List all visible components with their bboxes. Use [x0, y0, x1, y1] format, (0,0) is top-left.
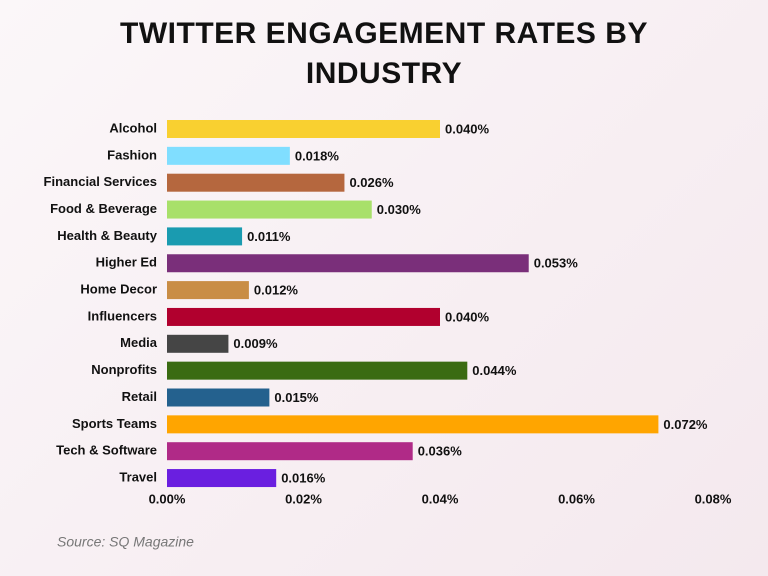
- value-label: 0.044%: [472, 363, 517, 378]
- x-tick-label: 0.02%: [285, 491, 322, 506]
- x-tick-label: 0.00%: [149, 491, 186, 506]
- bar: [167, 307, 440, 326]
- y-tick-label: Sports Teams: [72, 416, 157, 431]
- value-label: 0.040%: [445, 121, 490, 136]
- bar: [167, 469, 277, 488]
- y-tick-label: Higher Ed: [96, 255, 157, 270]
- bar: [167, 200, 372, 219]
- value-label: 0.026%: [349, 175, 394, 190]
- y-tick-label: Travel: [119, 469, 157, 484]
- x-tick-label: 0.08%: [695, 491, 732, 506]
- bar: [167, 281, 249, 300]
- x-tick-label: 0.04%: [422, 491, 459, 506]
- value-label: 0.072%: [663, 417, 708, 432]
- y-tick-label: Influencers: [88, 308, 157, 323]
- value-label: 0.012%: [254, 283, 299, 298]
- bar: [167, 227, 243, 246]
- bar: [167, 442, 413, 461]
- y-tick-label: Nonprofits: [91, 362, 157, 377]
- bar: [167, 120, 440, 138]
- value-label: 0.015%: [274, 390, 319, 405]
- value-label: 0.009%: [233, 336, 278, 351]
- bar: [167, 334, 229, 353]
- value-label: 0.040%: [445, 309, 490, 324]
- source: Source: SQ Magazine: [57, 534, 194, 550]
- bar: [167, 361, 468, 380]
- y-tick-label: Fashion: [107, 147, 157, 162]
- y-tick-label: Financial Services: [44, 174, 157, 189]
- value-label: 0.053%: [534, 256, 579, 271]
- value-label: 0.030%: [377, 202, 422, 217]
- y-tick-label: Home Decor: [80, 282, 157, 297]
- value-label: 0.036%: [418, 444, 463, 459]
- bar: [167, 146, 290, 165]
- bar: [167, 388, 270, 407]
- bar: [167, 173, 345, 192]
- y-tick-label: Tech & Software: [56, 443, 157, 458]
- y-tick-label: Alcohol: [109, 120, 157, 135]
- y-tick-label: Health & Beauty: [57, 228, 157, 243]
- value-label: 0.018%: [295, 148, 340, 163]
- bar: [167, 415, 659, 434]
- y-tick-label: Retail: [122, 389, 157, 404]
- y-tick-label: Food & Beverage: [50, 201, 157, 216]
- x-tick-label: 0.06%: [558, 491, 595, 506]
- chart-title: TWITTER ENGAGEMENT RATES BY INDUSTRY: [120, 17, 648, 90]
- value-label: 0.011%: [247, 229, 291, 244]
- value-label: 0.016%: [281, 470, 326, 485]
- y-tick-label: Media: [120, 335, 158, 350]
- bar: [167, 254, 529, 273]
